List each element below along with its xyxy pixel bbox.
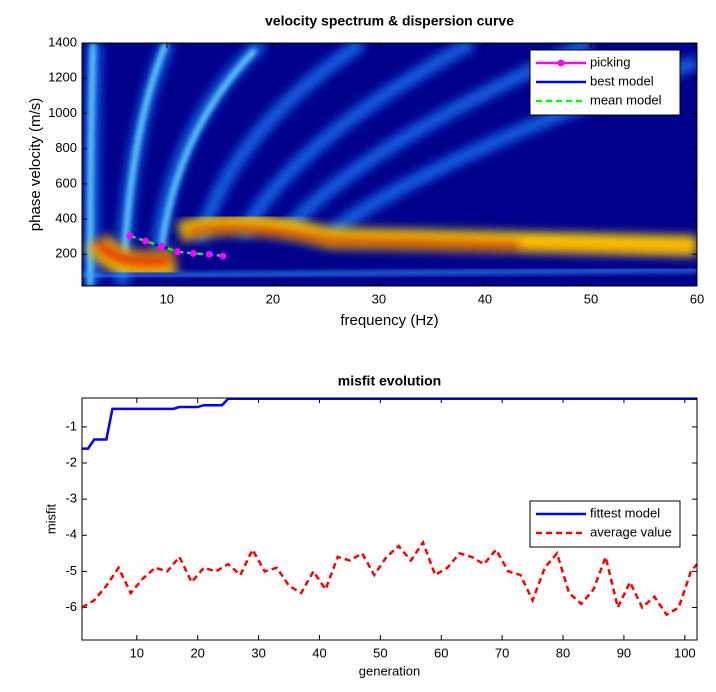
x-tick-label: 10	[160, 291, 174, 306]
series-line	[81, 539, 698, 617]
y-tick-label: 200	[55, 246, 77, 261]
legend: picking best model mean model	[529, 49, 681, 116]
y-tick-label: -3	[65, 491, 77, 506]
y-tick-label: 600	[55, 175, 77, 190]
y-tick-label: -2	[65, 454, 77, 469]
legend-label: average value	[590, 524, 672, 539]
marker	[173, 248, 181, 256]
plot-frame	[81, 42, 698, 287]
x-axis-label: frequency (Hz)	[340, 312, 438, 329]
legend-label: fittest model	[590, 505, 660, 520]
y-axis-label: phase velocity (m/s)	[27, 98, 44, 231]
x-tick-label: 90	[617, 645, 631, 660]
chart-title: misfit evolution	[338, 373, 441, 389]
x-tick-label: 20	[266, 291, 280, 306]
x-tick-label: 30	[372, 291, 386, 306]
marker	[142, 237, 150, 245]
x-tick-label: 80	[556, 645, 570, 660]
plot-frame	[81, 397, 698, 641]
x-tick-label: 40	[312, 645, 326, 660]
y-axis-label: misfit	[43, 503, 58, 534]
legend-label: picking	[590, 54, 630, 69]
legend-box	[529, 500, 681, 548]
legend-marker	[557, 59, 565, 67]
marker	[219, 252, 227, 260]
marker	[205, 250, 213, 258]
x-tick-label: 40	[478, 291, 492, 306]
x-tick-label: 50	[373, 645, 387, 660]
y-tick-label: 1200	[48, 70, 77, 85]
x-tick-label: 70	[495, 645, 509, 660]
x-tick-label: 60	[690, 291, 704, 306]
legend: fittest model average value	[529, 500, 681, 548]
marker	[189, 249, 197, 257]
marker	[158, 242, 166, 250]
y-tick-label: 1400	[48, 34, 77, 49]
marker	[126, 232, 134, 240]
legend-label: best model	[590, 73, 654, 88]
y-tick-label: -4	[65, 527, 77, 542]
x-tick-label: 20	[190, 645, 204, 660]
x-tick-label: 30	[251, 645, 265, 660]
y-tick-label: 800	[55, 140, 77, 155]
y-tick-label: -5	[65, 563, 77, 578]
x-tick-label: 50	[584, 291, 598, 306]
y-tick-label: 400	[55, 211, 77, 226]
series-line	[82, 397, 697, 450]
y-tick-label: -6	[65, 599, 77, 614]
y-tick-label: 1000	[48, 105, 77, 120]
x-axis-label: generation	[359, 663, 420, 678]
y-tick-label: -1	[65, 418, 77, 433]
x-tick-label: 100	[674, 645, 696, 660]
x-tick-label: 10	[130, 645, 144, 660]
legend-label: mean model	[590, 92, 662, 107]
x-tick-label: 60	[434, 645, 448, 660]
chart-title: velocity spectrum & dispersion curve	[265, 13, 514, 29]
